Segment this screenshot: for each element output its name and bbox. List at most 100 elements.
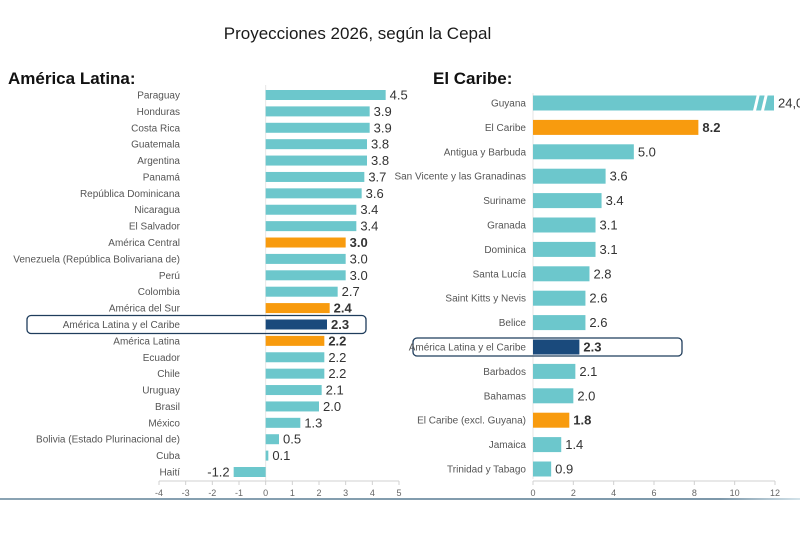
bar <box>533 241 596 257</box>
bar <box>265 385 322 396</box>
value-label: 2.1 <box>326 383 344 398</box>
value-label: 2.2 <box>328 350 346 365</box>
value-label: 2.1 <box>579 364 597 379</box>
category-label: América Latina <box>113 336 180 347</box>
bar <box>533 290 586 306</box>
chart-main-title: Proyecciones 2026, según la Cepal <box>223 24 492 43</box>
value-label: 3.6 <box>366 186 384 201</box>
bar <box>265 237 346 248</box>
bar <box>265 335 325 346</box>
x-tick-label: 2 <box>571 488 576 498</box>
bar <box>265 221 357 232</box>
category-label: América Latina y el Caribe <box>63 320 181 331</box>
bar <box>265 352 325 363</box>
axis-break-mark <box>760 94 768 112</box>
value-label: 2.0 <box>323 399 341 414</box>
x-tick-label: 0 <box>530 488 535 498</box>
x-tick-label: 8 <box>692 488 697 498</box>
bar <box>533 339 580 355</box>
bar <box>265 286 338 297</box>
category-label: México <box>148 418 180 429</box>
x-tick-label: 12 <box>770 488 780 498</box>
category-label: Jamaica <box>489 440 527 451</box>
bar <box>533 144 634 160</box>
value-label: 0.5 <box>283 432 301 447</box>
bar <box>533 168 606 184</box>
category-label: Trinidad y Tabago <box>447 465 526 476</box>
value-label: 2.6 <box>589 315 607 330</box>
value-label: 3.8 <box>371 153 389 168</box>
bar <box>533 363 576 379</box>
category-label: Barbados <box>483 367 526 378</box>
value-label: 3.7 <box>368 169 386 184</box>
value-label: 3.4 <box>360 202 378 217</box>
bar <box>265 303 330 314</box>
category-label: América del Sur <box>109 304 181 315</box>
category-label: Guatemala <box>131 140 180 151</box>
category-label: Venezuela (República Bolivariana de) <box>13 254 180 265</box>
category-label: Panamá <box>143 172 181 183</box>
x-tick-label: 4 <box>611 488 616 498</box>
value-label: 1.4 <box>565 437 583 452</box>
category-label: Santa Lucía <box>473 269 527 280</box>
bar <box>533 217 596 233</box>
value-label: -1.2 <box>207 465 229 480</box>
value-label: 3.4 <box>606 193 624 208</box>
value-label: 4.5 <box>390 88 408 103</box>
value-label: 3.1 <box>600 218 618 233</box>
value-label: 0.9 <box>555 462 573 477</box>
value-label: 2.3 <box>331 317 349 332</box>
bar <box>265 319 327 330</box>
category-label: Colombia <box>138 287 181 298</box>
category-label: Guyana <box>491 99 526 110</box>
value-label: 3.1 <box>600 242 618 257</box>
value-label: 2.7 <box>342 284 360 299</box>
category-label: Honduras <box>137 107 180 118</box>
value-label: 3.8 <box>371 137 389 152</box>
value-label: 2.0 <box>577 388 595 403</box>
value-label: 2.2 <box>328 366 346 381</box>
value-label: 0.1 <box>272 448 290 463</box>
category-label: Belice <box>499 318 527 329</box>
category-label: Brasil <box>155 402 180 413</box>
bar <box>265 434 279 445</box>
bar <box>533 193 602 209</box>
value-label: 1.8 <box>573 413 591 428</box>
category-label: Saint Kitts y Nevis <box>445 294 526 305</box>
category-label: Nicaragua <box>134 205 180 216</box>
category-label: Paraguay <box>137 91 180 102</box>
caribbean-chart: Guyana 24,0 El Caribe 8.2 Antigua y Barbuda 5… <box>394 93 800 498</box>
category-label: El Salvador <box>129 222 181 233</box>
category-label: Antigua y Barbuda <box>444 147 527 158</box>
x-tick-label: 2 <box>316 488 321 498</box>
category-label: Granada <box>487 221 526 232</box>
value-label: 3.9 <box>374 104 392 119</box>
category-label: República Dominicana <box>80 189 180 200</box>
x-tick-label: -2 <box>208 488 216 498</box>
bar <box>265 450 269 461</box>
value-label: 2.4 <box>334 301 353 316</box>
value-label: 2.8 <box>593 266 611 281</box>
category-label: Bolivia (Estado Plurinacional de) <box>36 435 180 446</box>
value-label: 3.4 <box>360 219 378 234</box>
x-tick-label: 5 <box>396 488 401 498</box>
x-tick-label: 0 <box>263 488 268 498</box>
x-tick-label: 3 <box>343 488 348 498</box>
axis-break-mark <box>752 94 760 112</box>
value-label: 3.0 <box>350 251 368 266</box>
category-label: El Caribe (excl. Guyana) <box>417 416 526 427</box>
value-label: 2.2 <box>328 333 346 348</box>
category-label: América Latina y el Caribe <box>409 343 527 354</box>
right-panel-title: El Caribe: <box>433 69 513 88</box>
category-label: Bahamas <box>484 391 526 402</box>
bar <box>533 388 574 404</box>
bar <box>265 122 370 133</box>
bar <box>265 171 365 182</box>
category-label: El Caribe <box>485 123 527 134</box>
bar <box>533 315 586 331</box>
bar <box>233 467 266 477</box>
bar <box>265 204 357 215</box>
category-label: Haití <box>159 468 180 479</box>
highlight-box <box>412 337 683 357</box>
